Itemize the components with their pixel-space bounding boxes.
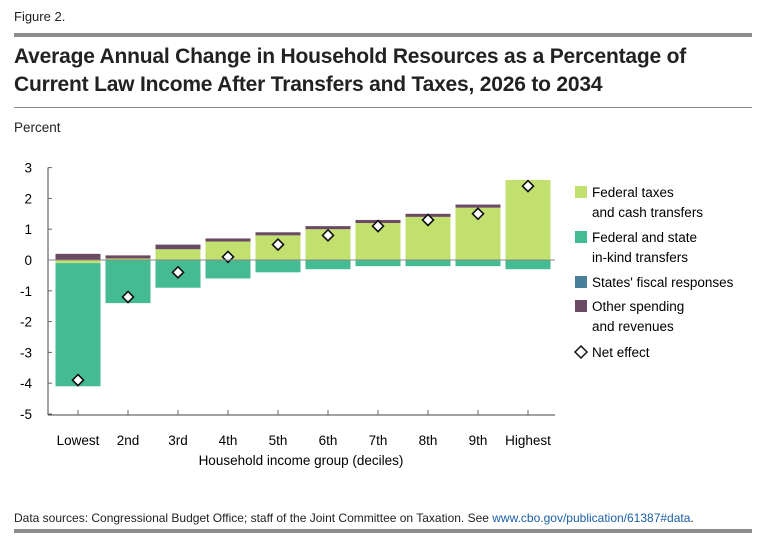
x-tick-label: Highest xyxy=(505,433,551,448)
net-effect-marker xyxy=(421,213,435,227)
x-tick-label: 4th xyxy=(219,433,238,448)
figure-label: Figure 2. xyxy=(14,9,66,24)
legend-label: Federal and state xyxy=(592,230,697,245)
legend-swatch xyxy=(575,231,587,243)
chart: 3 2 1 0 -1 -2 -3 -4 -5 Lowest 2nd 3rd 4th 5th 6th 7th 8t… xyxy=(20,161,734,468)
x-tick-label: 6th xyxy=(319,433,338,448)
top-rule xyxy=(14,33,752,37)
source-end: . xyxy=(690,511,694,525)
bar-segment xyxy=(305,260,351,270)
y-tick-label: 1 xyxy=(24,222,32,237)
net-effect-marker xyxy=(471,207,485,221)
y-tick-label: -3 xyxy=(20,345,32,360)
x-tick-label: 2nd xyxy=(117,433,140,448)
y-tick-label: 0 xyxy=(24,253,32,268)
y-tick-label: -4 xyxy=(20,376,32,391)
y-tick-label: 3 xyxy=(24,161,32,176)
bar-segment xyxy=(305,226,351,230)
bar-segment xyxy=(155,249,201,260)
legend-swatch xyxy=(575,276,587,288)
x-tick-label: 3rd xyxy=(168,433,188,448)
x-axis-label: Household income group (deciles) xyxy=(199,453,404,468)
y-tick-label: -2 xyxy=(20,315,32,330)
net-effect-marker xyxy=(371,219,385,233)
bar-segment xyxy=(205,238,251,242)
source-text: Data sources: Congressional Budget Offic… xyxy=(14,511,493,525)
bar-segment xyxy=(255,232,301,236)
chart-title: Average Annual Change in Household Resou… xyxy=(14,45,687,96)
legend-label: States' fiscal responses xyxy=(592,275,734,290)
x-tick-label: 8th xyxy=(419,433,438,448)
x-tick-label: 9th xyxy=(469,433,488,448)
bar-segment xyxy=(55,253,101,260)
net-effect-marker xyxy=(71,373,85,387)
net-effect-marker xyxy=(121,290,135,304)
y-tick-label: -5 xyxy=(20,407,32,422)
net-effect-marker xyxy=(171,265,185,279)
x-tick-label: 5th xyxy=(269,433,288,448)
net-effect-marker xyxy=(321,228,335,242)
legend-label: and cash transfers xyxy=(592,205,703,220)
bar-segment xyxy=(355,260,401,267)
legend-label: and revenues xyxy=(592,319,674,334)
bar-segment xyxy=(155,244,201,250)
y-tick-label: 2 xyxy=(24,191,32,206)
title-rule xyxy=(14,107,752,108)
bar-segment xyxy=(205,260,251,279)
legend-swatch xyxy=(575,186,587,198)
net-effect-marker xyxy=(271,237,285,252)
bar-segment xyxy=(105,258,151,260)
bar-segment xyxy=(455,260,501,267)
bar-segment xyxy=(455,204,501,208)
bar-segment xyxy=(505,260,551,270)
source-link[interactable]: www.cbo.gov/publication/61387#data xyxy=(492,511,691,525)
bar-segment xyxy=(505,179,551,260)
bar-segment xyxy=(55,263,101,387)
bottom-rule xyxy=(14,529,752,533)
bar-segment xyxy=(55,260,101,264)
bar-segment xyxy=(405,260,451,267)
x-tick-label: 7th xyxy=(369,433,388,448)
legend-label: Other spending xyxy=(592,299,684,314)
bar-segment xyxy=(255,260,301,273)
y-axis-label: Percent xyxy=(14,120,61,135)
x-tick-label: Lowest xyxy=(57,433,100,448)
legend-label: Federal taxes xyxy=(592,185,674,200)
net-effect-marker xyxy=(521,179,535,193)
source-note: Data sources: Congressional Budget Offic… xyxy=(14,511,694,525)
y-tick-label: -1 xyxy=(20,284,32,299)
legend-label: in-kind transfers xyxy=(592,250,688,265)
legend-label: Net effect xyxy=(592,345,650,360)
legend-swatch xyxy=(575,300,587,312)
legend-diamond-icon xyxy=(573,344,589,360)
bar-segment xyxy=(105,255,151,259)
